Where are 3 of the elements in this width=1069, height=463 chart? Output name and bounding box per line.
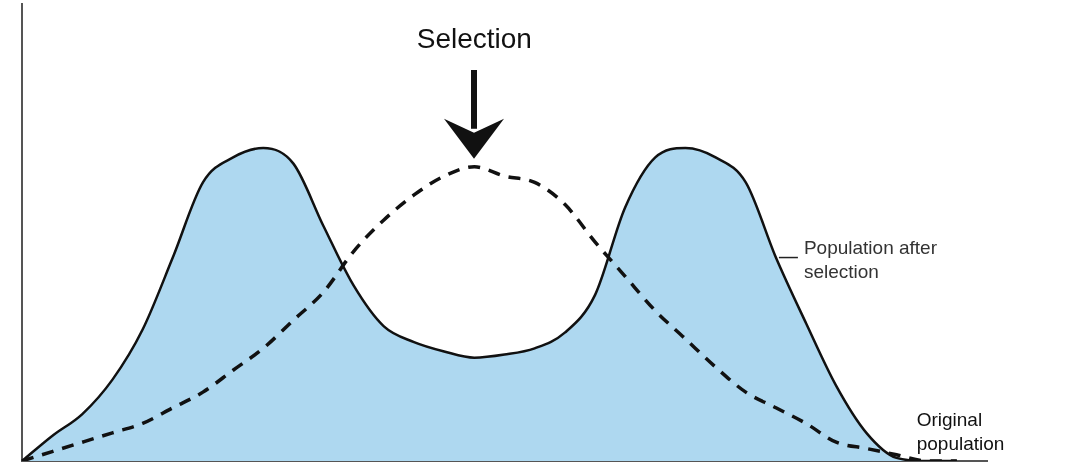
series-label: Original population — [916, 409, 1005, 455]
series-label: Population after selection — [803, 236, 938, 282]
text: Selection — [416, 22, 532, 54]
